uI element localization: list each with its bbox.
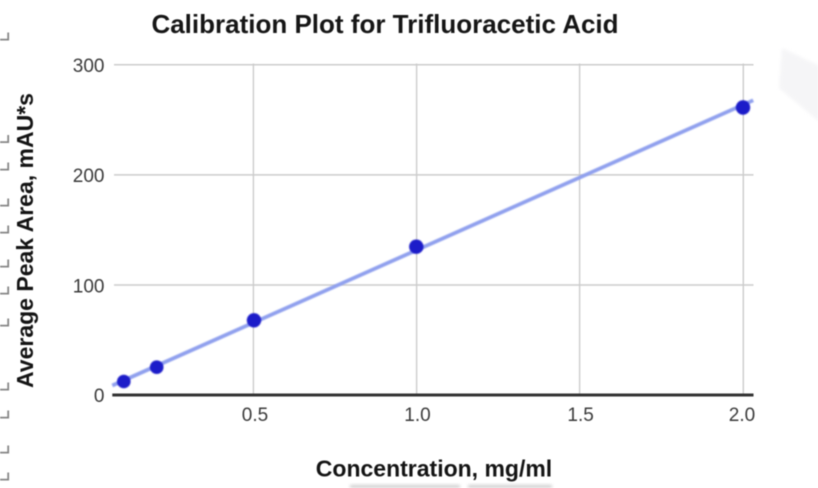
svg-text:200: 200 <box>73 166 105 187</box>
svg-text:2.0: 2.0 <box>729 405 755 426</box>
svg-text:1.0: 1.0 <box>404 405 430 426</box>
svg-text:0: 0 <box>94 386 105 407</box>
svg-text:Average Peak Area, mAU*s: Average Peak Area, mAU*s <box>12 93 38 388</box>
svg-text:Calibration Plot for Trifluora: Calibration Plot for Trifluoracetic Acid <box>151 9 618 39</box>
svg-text:Concentration, mg/ml: Concentration, mg/ml <box>316 456 552 482</box>
svg-text:100: 100 <box>73 276 105 297</box>
svg-text:1.5: 1.5 <box>567 405 593 426</box>
svg-text:300: 300 <box>73 56 105 77</box>
svg-text:0.5: 0.5 <box>242 405 268 426</box>
